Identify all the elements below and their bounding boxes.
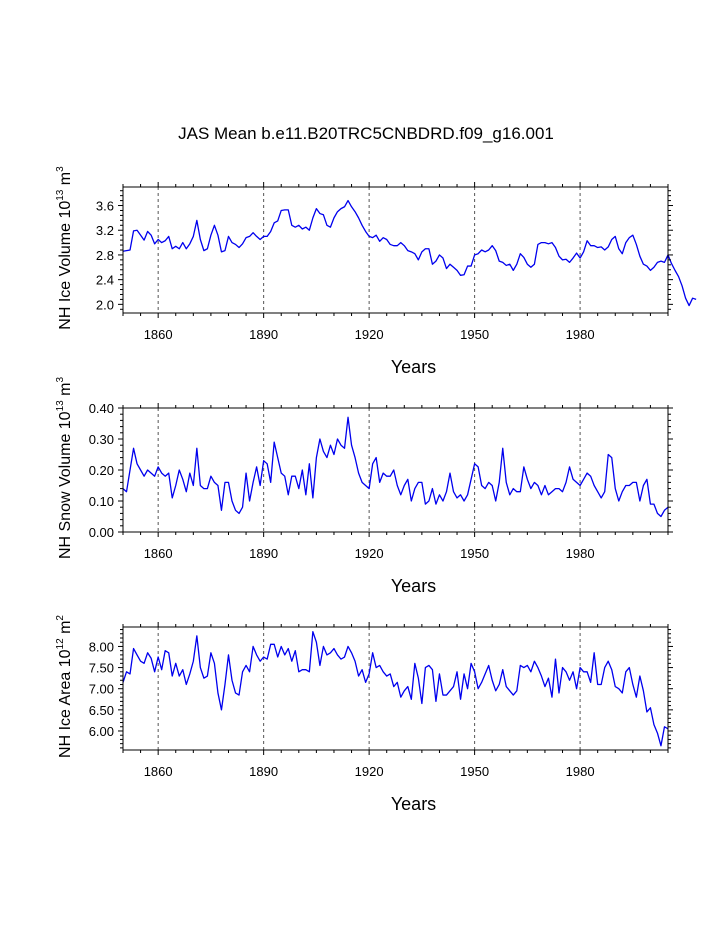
snow-volume-y-tick-label: 0.00 <box>89 525 114 540</box>
ice-volume-x-tick-label: 1860 <box>144 327 173 342</box>
snow-volume-plot-frame <box>122 407 669 533</box>
ice-volume-x-tick-label: 1950 <box>460 327 489 342</box>
snow-volume-x-tick-label: 1860 <box>144 546 173 561</box>
snow-volume-y-tick-label: 0.30 <box>89 432 114 447</box>
snow-volume-x-tick-label: 1890 <box>249 546 278 561</box>
ice-volume-series-line <box>122 199 697 307</box>
ice-volume-y-tick-label: 2.0 <box>96 297 114 312</box>
snow-volume-x-tick-label: 1920 <box>355 546 384 561</box>
ice-area-y-tick-label: 6.50 <box>89 703 114 718</box>
ice-area-y-tick-label: 8.00 <box>89 639 114 654</box>
ice-volume-x-tick-label: 1890 <box>249 327 278 342</box>
ice-area-series-line <box>122 631 669 747</box>
snow-volume-y-tick-label: 0.20 <box>89 463 114 478</box>
ice-area-y-axis-title: NH Ice Area 1012 m2 <box>55 615 74 758</box>
chart-title: JAS Mean b.e11.B20TRC5CNBDRD.f09_g16.001 <box>178 124 554 143</box>
ice-area-x-tick-label: 1980 <box>566 764 595 779</box>
ice-area-y-tick-label: 6.00 <box>89 724 114 739</box>
ice-volume-y-tick-label: 3.6 <box>96 199 114 214</box>
ice-area-x-tick-label: 1950 <box>460 764 489 779</box>
snow-volume-x-tick-label: 1980 <box>566 546 595 561</box>
ice-area-panel: 1860 1890 1920 1950 1980 6.00 6.50 7.00 7.50 8.00… <box>55 615 673 814</box>
snow-volume-y-tick-label: 0.40 <box>89 401 114 416</box>
snow-volume-series-line <box>122 416 669 518</box>
ice-area-plot-frame <box>122 626 669 751</box>
ice-volume-x-tick-label: 1980 <box>566 327 595 342</box>
ice-area-y-tick-label: 7.50 <box>89 661 114 676</box>
snow-volume-x-tick-label: 1950 <box>460 546 489 561</box>
ice-area-x-tick-label: 1860 <box>144 764 173 779</box>
ice-area-x-axis-title: Years <box>391 794 436 814</box>
snow-volume-y-tick-label: 0.10 <box>89 494 114 509</box>
ice-area-x-tick-label: 1920 <box>355 764 384 779</box>
ice-volume-y-tick-label: 2.8 <box>96 248 114 263</box>
snow-volume-x-axis-title: Years <box>391 576 436 596</box>
ice-volume-x-axis-title: Years <box>391 357 436 377</box>
ice-volume-panel: 1860 1890 1920 1950 1980 2.0 2.4 2.8 3.2 3.6 Years… <box>55 166 697 377</box>
ice-area-x-tick-label: 1890 <box>249 764 278 779</box>
ice-volume-y-tick-label: 3.2 <box>96 223 114 238</box>
snow-volume-panel: 1860 1890 1920 1950 1980 0.00 0.10 0.20 0.30 0.40… <box>55 377 673 596</box>
ice-volume-y-axis-title: NH Ice Volume 1013 m3 <box>55 166 74 330</box>
ice-volume-y-tick-label: 2.4 <box>96 273 114 288</box>
ice-volume-x-tick-label: 1920 <box>355 327 384 342</box>
ice-area-y-tick-label: 7.00 <box>89 682 114 697</box>
snow-volume-y-axis-title: NH Snow Volume 1013 m3 <box>55 377 74 560</box>
